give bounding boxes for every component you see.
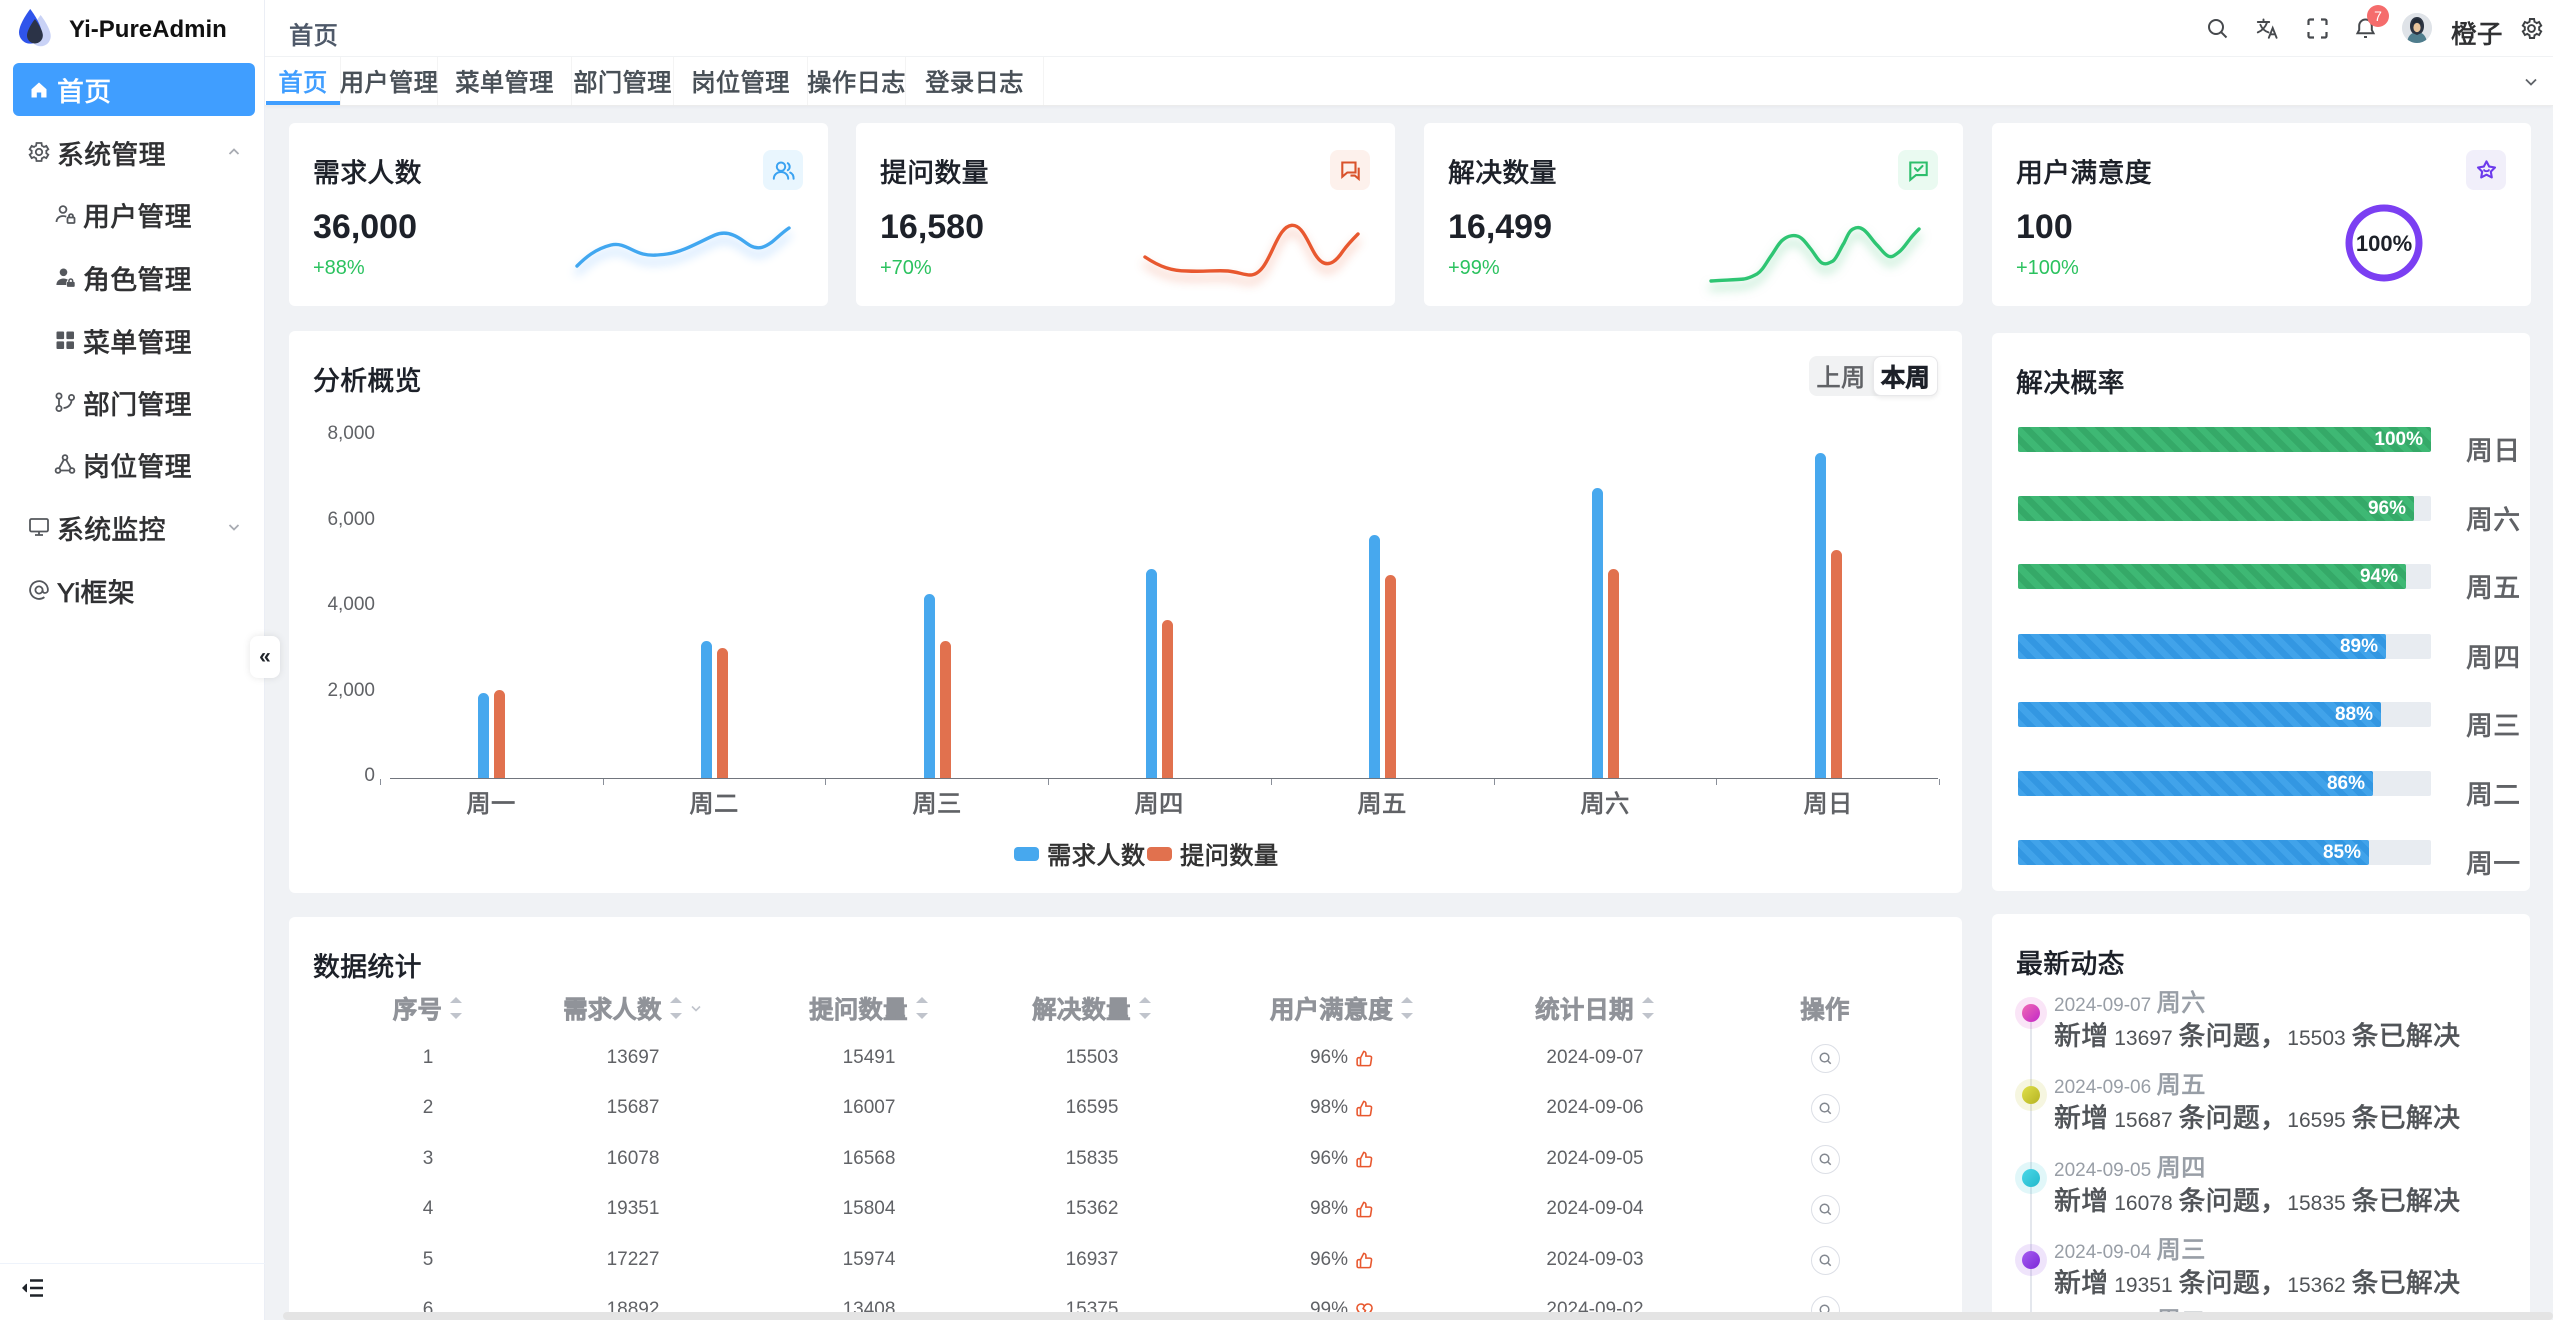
svg-text:100%: 100% xyxy=(2356,231,2412,256)
